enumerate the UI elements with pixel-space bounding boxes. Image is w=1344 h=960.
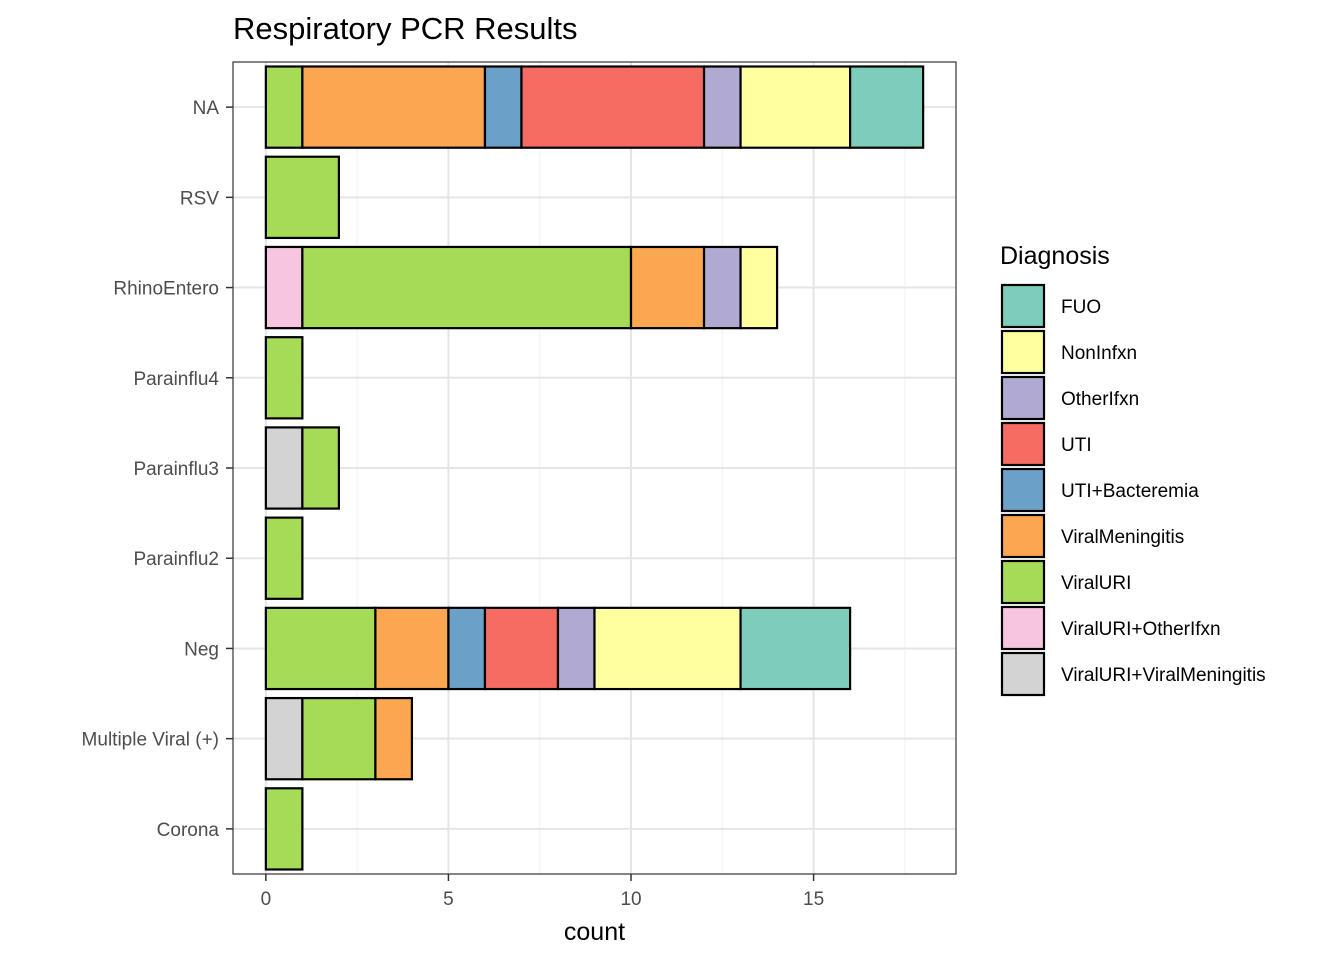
- y-tick-label: NA: [193, 98, 220, 119]
- bar-segment: [264, 696, 304, 781]
- legend-key: [1000, 559, 1046, 605]
- y-tick-label: RhinoEntero: [113, 279, 219, 300]
- legend-label: UTI+Bacteremia: [1061, 481, 1199, 502]
- bar-segment: [483, 65, 523, 149]
- y-tick-label: Parainflu4: [133, 369, 219, 390]
- bars: [264, 65, 925, 871]
- x-tick-label: 5: [443, 889, 454, 910]
- legend-label: ViralURI: [1061, 573, 1131, 594]
- legend-key: [1000, 605, 1046, 651]
- bar-segment: [264, 65, 304, 149]
- legend-key: [1000, 329, 1046, 375]
- bar-segment: [739, 245, 779, 330]
- bar-segment: [593, 606, 742, 691]
- x-axis-title: count: [564, 918, 625, 946]
- bar-segment: [483, 606, 560, 691]
- bar-segment: [301, 65, 487, 149]
- bar-segment: [264, 516, 304, 600]
- bar-segment: [301, 426, 340, 510]
- chart-title: Respiratory PCR Results: [233, 11, 578, 46]
- bar-segment: [301, 245, 633, 330]
- bar-segment: [264, 336, 304, 420]
- y-tick-label: Parainflu3: [133, 459, 219, 480]
- y-tick-label: Corona: [157, 820, 220, 841]
- bar-segment: [264, 155, 340, 240]
- bar-segment: [264, 245, 304, 330]
- y-tick-label: Neg: [184, 639, 219, 660]
- bar-segment: [702, 65, 742, 149]
- legend: FUO NonInfxn OtherIfxn UTI UTI+Bacteremia Vir…: [1000, 283, 1266, 697]
- bar-segment: [520, 65, 706, 149]
- bar-segment: [702, 245, 742, 330]
- x-tick-label: 0: [261, 889, 272, 910]
- bar-segment: [374, 606, 450, 691]
- bar-segment: [264, 606, 377, 691]
- x-tick-label: 10: [620, 889, 641, 910]
- legend-key: [1000, 421, 1046, 467]
- legend-label: FUO: [1061, 297, 1101, 318]
- bar-segment: [556, 606, 596, 691]
- bar-segment: [264, 787, 304, 871]
- legend-key: [1000, 283, 1046, 329]
- legend-label: OtherIfxn: [1061, 389, 1139, 410]
- legend-label: ViralMeningitis: [1061, 527, 1184, 548]
- bar-segment: [739, 606, 852, 691]
- legend-key: [1000, 375, 1046, 421]
- x-tick-label: 15: [803, 889, 824, 910]
- y-tick-label: RSV: [180, 188, 219, 209]
- bar-segment: [301, 696, 377, 781]
- y-tick-label: Multiple Viral (+): [82, 730, 219, 751]
- bar-segment: [264, 426, 304, 510]
- legend-title: Diagnosis: [1000, 242, 1110, 270]
- legend-key: [1000, 467, 1046, 513]
- bar-segment: [447, 606, 487, 691]
- legend-label: NonInfxn: [1061, 343, 1137, 364]
- bar-segment: [374, 696, 414, 781]
- bar-segment: [849, 65, 925, 149]
- axes: NA RSV RhinoEntero Parainflu4 Parainflu3 Para…: [82, 98, 825, 910]
- legend-key: [1000, 513, 1046, 559]
- bar-segment: [629, 245, 706, 330]
- y-tick-label: Parainflu2: [133, 549, 219, 570]
- legend-key: [1000, 651, 1046, 697]
- legend-label: ViralURI+OtherIfxn: [1061, 619, 1221, 640]
- bar-segment: [739, 65, 852, 149]
- legend-label: UTI: [1061, 435, 1092, 456]
- legend-label: ViralURI+ViralMeningitis: [1061, 665, 1266, 686]
